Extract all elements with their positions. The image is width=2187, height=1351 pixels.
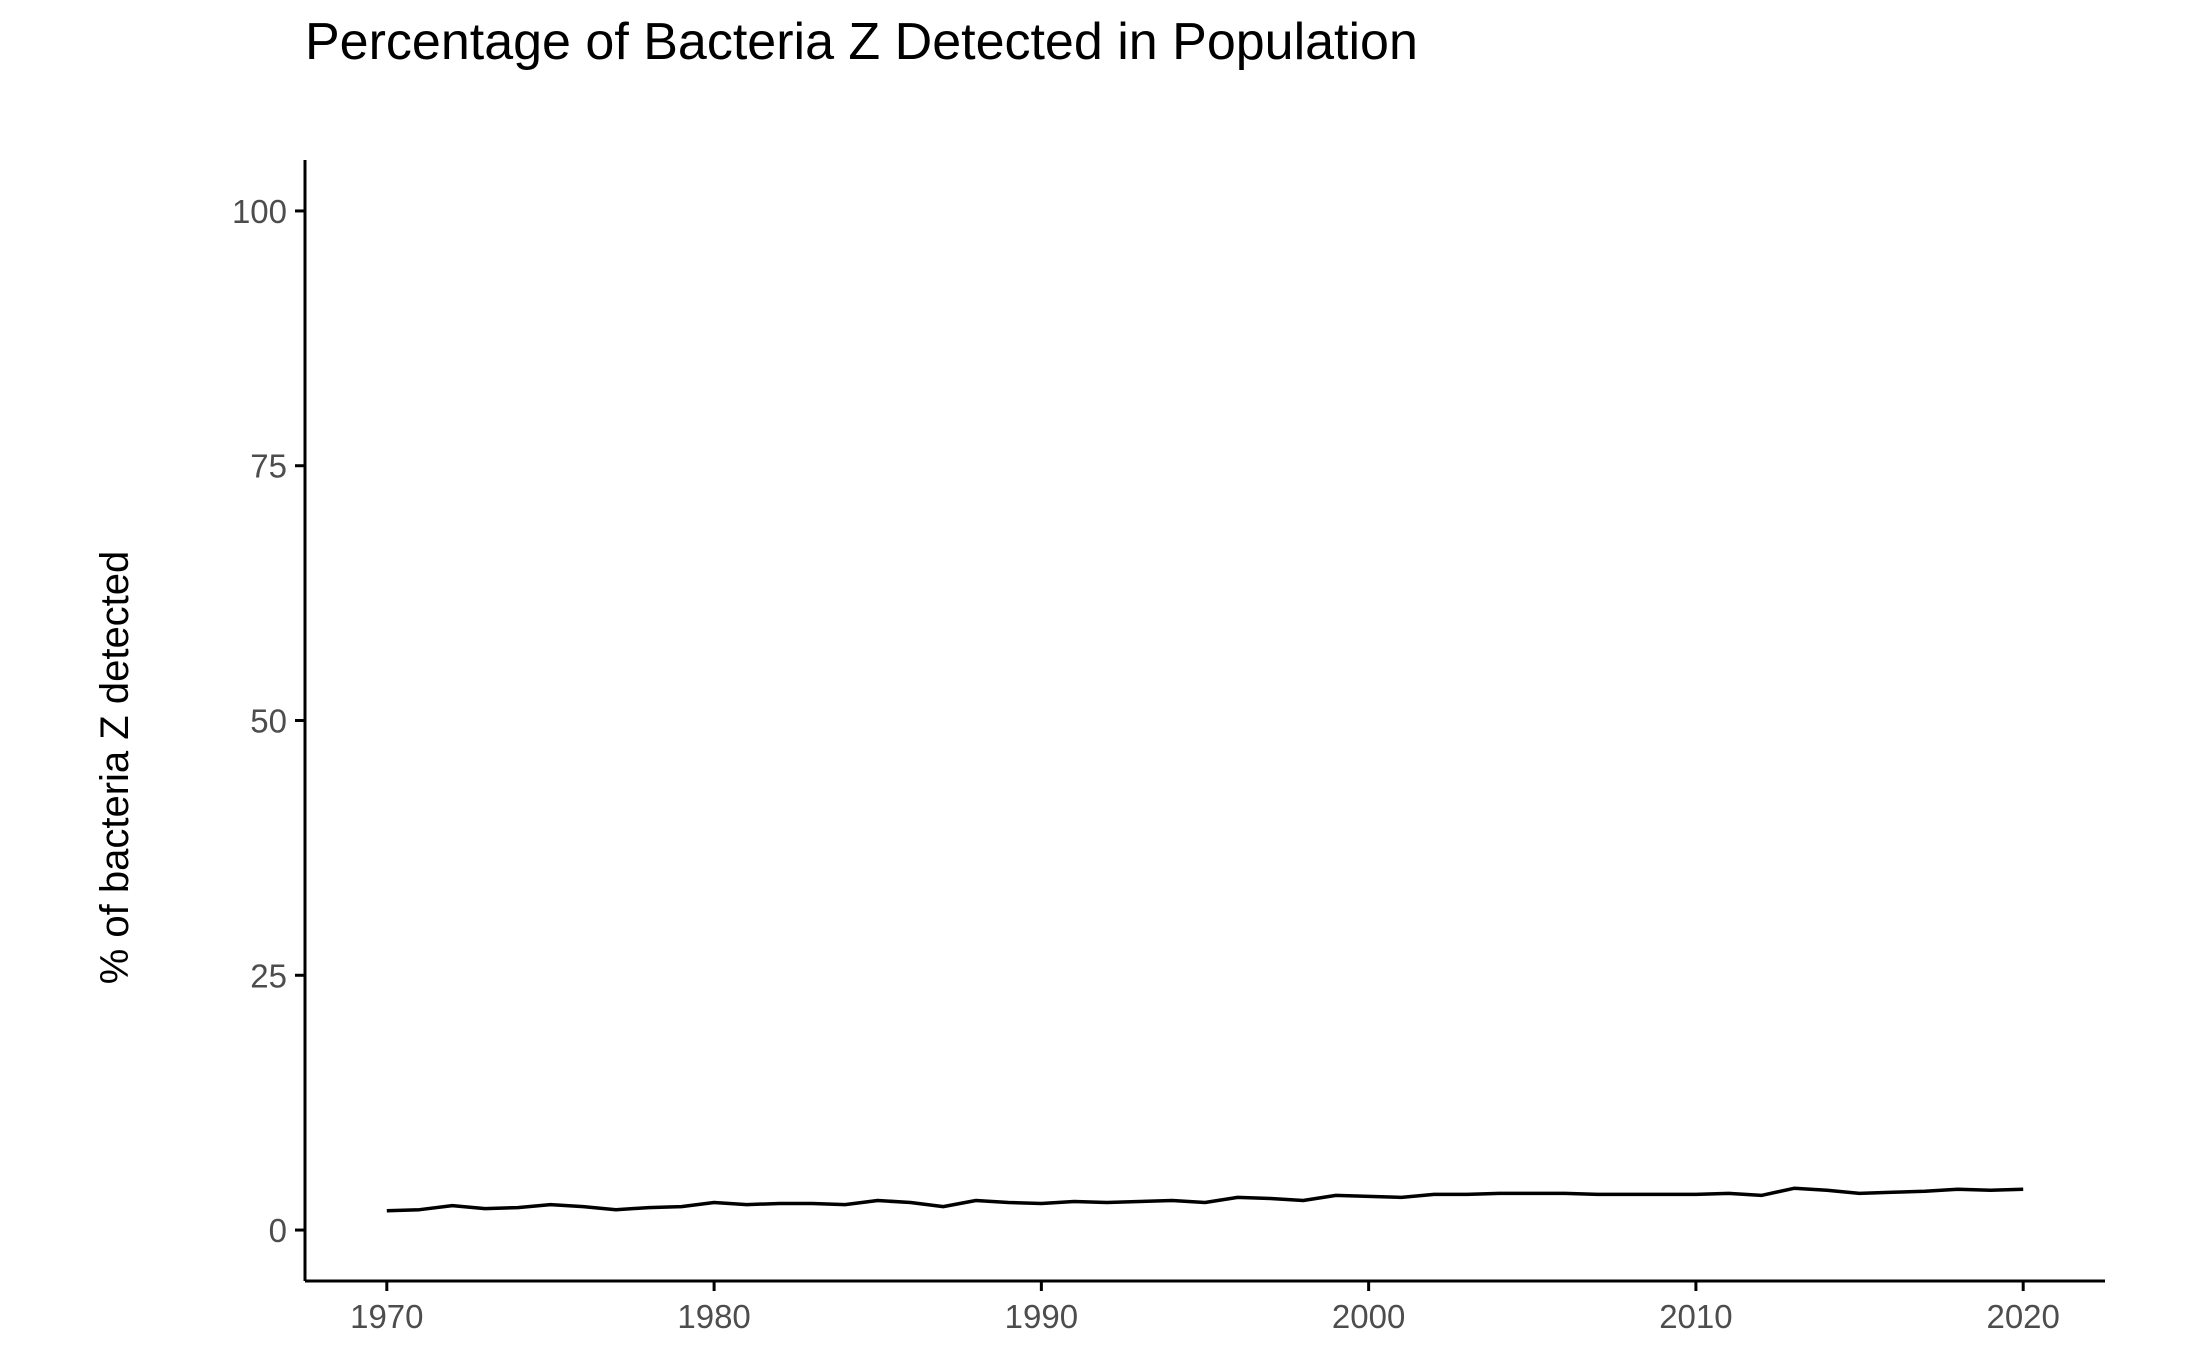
x-tick-label: 1970 <box>350 1298 423 1335</box>
x-tick-label: 2020 <box>1986 1298 2059 1335</box>
y-tick-label: 25 <box>250 957 287 994</box>
y-tick-label: 0 <box>269 1212 287 1249</box>
chart-title: Percentage of Bacteria Z Detected in Pop… <box>305 13 1418 71</box>
y-tick-label: 50 <box>250 703 287 740</box>
y-axis-title: % of bacteria Z detected <box>93 551 137 985</box>
y-tick-label: 100 <box>232 193 287 230</box>
y-axis: 0 25 50 75 100 <box>232 160 307 1281</box>
x-tick-label: 2000 <box>1332 1298 1405 1335</box>
y-tick-label: 75 <box>250 448 287 485</box>
series-layer <box>386 1186 2024 1213</box>
x-tick-label: 1980 <box>677 1298 750 1335</box>
x-tick-label: 2010 <box>1659 1298 1732 1335</box>
x-axis: 1970 1980 1990 2000 2010 2020 <box>305 1279 2105 1335</box>
x-tick-label: 1990 <box>1005 1298 1078 1335</box>
series-line <box>386 1186 2024 1213</box>
